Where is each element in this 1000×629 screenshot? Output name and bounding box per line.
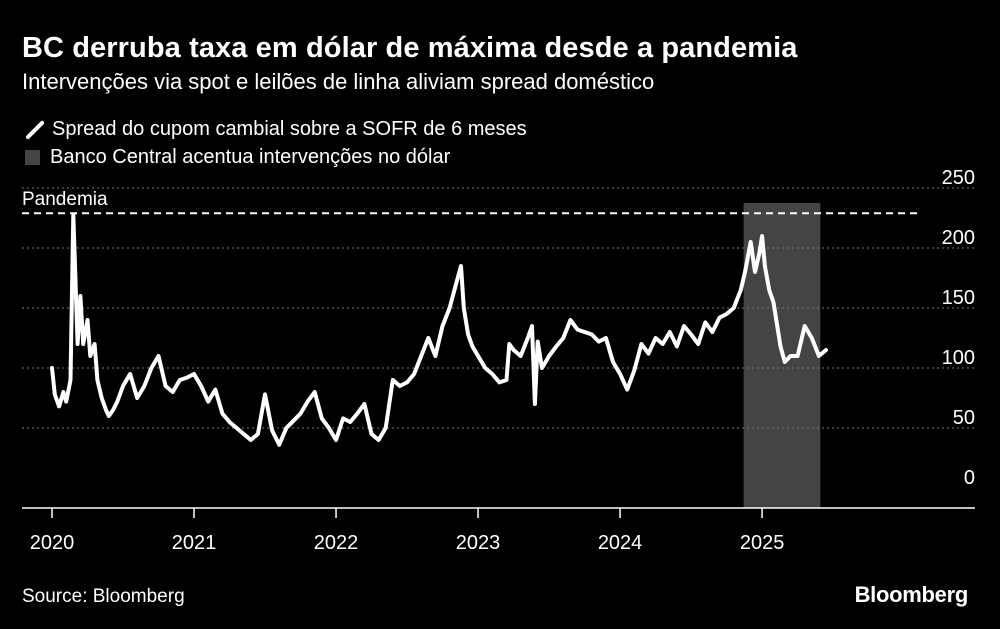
pandemic-label: Pandemia: [22, 189, 108, 210]
y-tick-label: 250: [942, 167, 975, 189]
y-tick-label: 200: [942, 227, 975, 249]
band-swatch-icon: [25, 150, 40, 165]
x-tick-label: 2020: [30, 532, 75, 554]
chart-subtitle: Intervenções via spot e leilões de linha…: [22, 69, 655, 94]
y-tick-label: 0: [964, 467, 975, 489]
legend-line-label: Spread do cupom cambial sobre a SOFR de …: [52, 118, 527, 140]
series-line: [50, 212, 828, 447]
x-tick-label: 2022: [314, 532, 359, 554]
y-tick-label: 50: [953, 407, 975, 429]
legend-item-band: Banco Central acentua intervenções no dó…: [22, 146, 450, 169]
x-tick-label: 2023: [456, 532, 501, 554]
chart-title: BC derruba taxa em dólar de máxima desde…: [22, 32, 798, 64]
y-tick-label: 100: [942, 347, 975, 369]
x-tick-label: 2024: [598, 532, 643, 554]
y-tick-label: 150: [942, 287, 975, 309]
x-tick-label: 2025: [740, 532, 785, 554]
legend-item-line: Spread do cupom cambial sobre a SOFR de …: [22, 118, 527, 141]
x-tick-label: 2021: [172, 532, 217, 554]
source-note: Source: Bloomberg: [22, 586, 185, 607]
legend-band-label: Banco Central acentua intervenções no dó…: [50, 146, 451, 168]
bloomberg-logo: Bloomberg: [854, 582, 969, 607]
